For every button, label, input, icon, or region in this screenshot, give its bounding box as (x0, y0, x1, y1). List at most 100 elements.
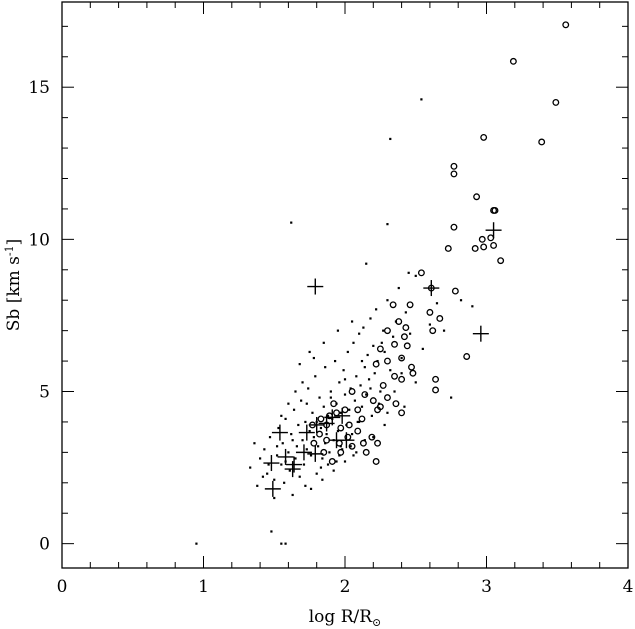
dot-point (326, 414, 330, 417)
dot-point (365, 262, 368, 265)
dot-point (319, 466, 323, 469)
dot-point (370, 414, 373, 417)
dot-point (350, 433, 354, 436)
dot-point (329, 390, 332, 393)
dot-point (195, 542, 198, 545)
plus-point (307, 278, 324, 295)
circle-point (538, 138, 546, 146)
dot-point (348, 408, 351, 411)
circle-point (408, 363, 415, 371)
dot-point (353, 399, 357, 402)
dot-point (360, 359, 364, 363)
circle-point (395, 318, 403, 325)
circle-point (391, 340, 398, 348)
circle-point (317, 415, 325, 423)
dot-point (407, 271, 410, 274)
circle-point (400, 333, 408, 341)
dot-point (369, 387, 372, 390)
dot-point (397, 286, 400, 290)
circle-point (372, 458, 380, 465)
dot-point (277, 426, 280, 430)
dot-point (420, 98, 423, 101)
circle-point (328, 458, 336, 465)
circle-point (348, 388, 356, 395)
circle-point (426, 308, 434, 316)
dot-point (322, 405, 325, 408)
circle-point (450, 170, 458, 178)
dot-point (309, 454, 313, 457)
dot-point (400, 372, 403, 375)
circle-point (391, 372, 398, 380)
dot-point (459, 299, 463, 302)
circle-point (337, 424, 345, 432)
plus-point (472, 325, 489, 342)
dot-point (335, 460, 338, 463)
dot-point (294, 457, 297, 460)
circle-point (471, 245, 479, 252)
dot-point (352, 454, 355, 457)
dot-point (275, 454, 279, 457)
x-tick-label: 0 (57, 577, 68, 597)
circle-point (354, 427, 362, 435)
circle-point (478, 235, 486, 243)
plot-frame (61, 1, 629, 569)
dot-point (318, 396, 321, 399)
circle-point (316, 430, 323, 438)
dot-point (375, 308, 378, 311)
circle-point (369, 397, 377, 405)
dot-point (317, 445, 320, 448)
dot-point (287, 402, 290, 405)
dot-point (408, 332, 412, 335)
dot-point (336, 429, 340, 433)
dot-point (301, 381, 304, 384)
x-tick-label: 4 (623, 577, 634, 597)
circle-point (406, 301, 414, 309)
dot-point (450, 396, 453, 399)
dot-point (363, 366, 366, 369)
circle-point (417, 269, 425, 277)
dot-point (372, 436, 375, 439)
dot-point (355, 375, 358, 378)
dot-point (392, 335, 395, 338)
circle-point (348, 442, 356, 450)
circle-point (335, 439, 343, 447)
dot-point (369, 317, 372, 320)
circle-point (389, 301, 397, 309)
dot-point (253, 442, 256, 445)
dot-point (333, 359, 337, 363)
dot-point (280, 463, 283, 466)
dot-point (386, 299, 389, 302)
dot-point (294, 390, 297, 393)
dot-point (315, 472, 318, 475)
dot-point (403, 405, 406, 408)
circle-point (333, 409, 340, 417)
plus-point (308, 416, 325, 433)
circle-point (562, 21, 570, 29)
dot-point (259, 457, 262, 460)
dot-point (266, 472, 269, 475)
dot-point (321, 478, 324, 481)
circle-point (491, 206, 499, 214)
dot-point (358, 420, 361, 424)
circle-point (362, 448, 370, 456)
plus-point (263, 455, 280, 472)
circle-point (398, 409, 406, 417)
axis-ticks (61, 2, 629, 568)
plus-point (295, 444, 312, 461)
dot-point (308, 350, 311, 354)
dot-point (290, 433, 293, 436)
circle-point (398, 375, 406, 383)
dot-point (386, 223, 389, 226)
dot-point (350, 320, 354, 323)
dot-point (367, 378, 371, 381)
dot-point (383, 423, 386, 427)
circle-point (374, 406, 381, 414)
dot-point (287, 451, 290, 454)
circle-point (345, 421, 353, 429)
circle-point (473, 193, 481, 201)
dot-point (336, 329, 340, 332)
dot-point (304, 484, 307, 487)
circle-point (403, 342, 411, 350)
circle-point (409, 369, 417, 377)
